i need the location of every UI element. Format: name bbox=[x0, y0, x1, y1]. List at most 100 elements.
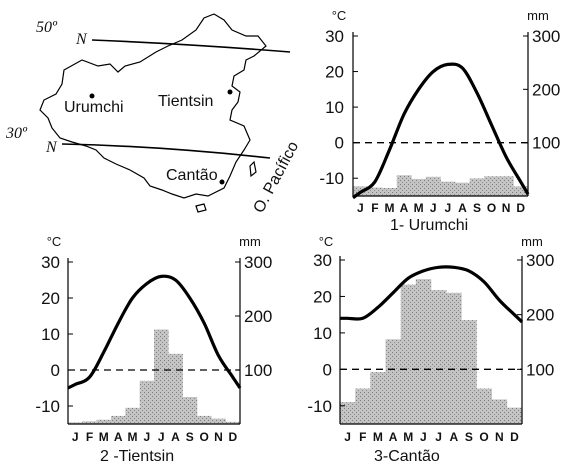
precip-tick-label: 200 bbox=[244, 307, 272, 326]
temperature-curve bbox=[352, 62, 530, 200]
month-label: S bbox=[465, 430, 473, 444]
month-label: J bbox=[420, 430, 427, 444]
precip-bar-2 bbox=[355, 388, 371, 424]
month-label: M bbox=[128, 430, 138, 444]
month-label: J bbox=[72, 430, 79, 444]
precip-bar-12 bbox=[225, 421, 241, 424]
month-label: O bbox=[200, 430, 209, 444]
precip-tick-label: 300 bbox=[532, 27, 560, 46]
lat-letter-50: N bbox=[75, 31, 88, 48]
temp-tick-label: 20 bbox=[325, 63, 344, 82]
city-dot-tientsin bbox=[227, 89, 233, 95]
precip-bar-3 bbox=[96, 419, 112, 424]
chart-title: 2 -Tientsin bbox=[100, 448, 174, 465]
month-label: N bbox=[495, 430, 504, 444]
month-label: D bbox=[510, 430, 519, 444]
chart-title: 3-Cantão bbox=[374, 448, 440, 465]
precip-bar-1 bbox=[340, 402, 356, 424]
hainan-island bbox=[195, 203, 207, 213]
precip-bar-4 bbox=[385, 339, 401, 424]
temp-tick-label: 10 bbox=[41, 325, 60, 344]
city-label-tientsin: Tientsin bbox=[158, 93, 213, 110]
temp-tick-label: 30 bbox=[313, 251, 332, 270]
temp-unit-label: °C bbox=[332, 8, 347, 23]
precip-bar-9 bbox=[461, 320, 477, 424]
precip-bar-4 bbox=[111, 415, 126, 424]
temp-tick-label: -10 bbox=[35, 397, 60, 416]
precip-tick-label: 100 bbox=[526, 360, 554, 379]
precip-bar-7 bbox=[431, 290, 447, 424]
temp-tick-label: 30 bbox=[41, 253, 60, 272]
precip-bar-10 bbox=[484, 176, 500, 196]
precip-unit-label: mm bbox=[239, 234, 261, 249]
precip-bar-6 bbox=[415, 279, 432, 424]
lat-label-30: 30º bbox=[5, 125, 28, 142]
precip-bar-8 bbox=[168, 353, 183, 424]
lat-label-50: 50º bbox=[36, 19, 58, 36]
month-label: J bbox=[444, 201, 451, 215]
temp-tick-label: 10 bbox=[325, 98, 344, 117]
precip-bar-4 bbox=[396, 175, 412, 196]
precip-bar-6 bbox=[425, 176, 441, 196]
precip-bar-2 bbox=[367, 187, 383, 196]
precip-bar-12 bbox=[513, 186, 529, 196]
precip-bar-12 bbox=[506, 407, 523, 424]
city-label-cantao: Cantão bbox=[166, 167, 218, 184]
month-label: J bbox=[430, 201, 437, 215]
month-label: O bbox=[487, 201, 496, 215]
temp-tick-label: 0 bbox=[51, 361, 60, 380]
temp-tick-label: 0 bbox=[323, 360, 332, 379]
precip-tick-label: 100 bbox=[532, 134, 560, 153]
precip-bar-8 bbox=[446, 292, 462, 424]
month-label: S bbox=[186, 430, 194, 444]
lat-line-30 bbox=[61, 143, 271, 159]
temp-tick-label: -10 bbox=[307, 397, 332, 416]
temperature-curve bbox=[340, 265, 524, 324]
month-label: A bbox=[114, 430, 123, 444]
precip-bar-7 bbox=[154, 329, 169, 424]
precip-bar-5 bbox=[125, 407, 140, 424]
precip-tick-label: 200 bbox=[532, 80, 560, 99]
precip-bar-10 bbox=[476, 388, 492, 424]
precip-bar-2 bbox=[82, 421, 97, 424]
ocean-label: O. Pacífico bbox=[251, 139, 303, 216]
temp-tick-label: 30 bbox=[325, 27, 344, 46]
month-label: D bbox=[228, 430, 237, 444]
month-label: M bbox=[403, 430, 413, 444]
precip-bar-6 bbox=[139, 380, 155, 424]
lat-letter-30: N bbox=[45, 139, 58, 156]
precip-bar-10 bbox=[197, 415, 212, 424]
month-label: J bbox=[344, 430, 351, 444]
temp-tick-label: 20 bbox=[313, 287, 332, 306]
month-label: F bbox=[371, 201, 378, 215]
precip-tick-label: 100 bbox=[244, 361, 272, 380]
month-label: M bbox=[385, 201, 395, 215]
precip-bar-5 bbox=[411, 178, 427, 196]
temp-unit-label: °C bbox=[319, 234, 334, 249]
month-label: D bbox=[516, 201, 525, 215]
precip-bar-5 bbox=[400, 284, 417, 424]
month-label: A bbox=[449, 430, 458, 444]
precip-bar-7 bbox=[440, 181, 456, 196]
month-label: O bbox=[479, 430, 488, 444]
month-label: F bbox=[359, 430, 366, 444]
month-label: A bbox=[458, 201, 467, 215]
lat-line-50 bbox=[91, 39, 291, 53]
precip-bar-11 bbox=[491, 399, 508, 424]
month-label: M bbox=[414, 201, 424, 215]
precip-tick-label: 200 bbox=[526, 306, 554, 325]
month-label: A bbox=[389, 430, 398, 444]
city-label-urumchi: Urumchi bbox=[64, 99, 124, 116]
month-label: N bbox=[502, 201, 511, 215]
precip-unit-label: mm bbox=[527, 8, 549, 23]
month-label: A bbox=[171, 430, 180, 444]
city-dot-urumchi bbox=[89, 93, 95, 99]
month-label: N bbox=[214, 430, 223, 444]
precip-tick-label: 300 bbox=[244, 253, 272, 272]
taiwan-island bbox=[249, 160, 257, 178]
